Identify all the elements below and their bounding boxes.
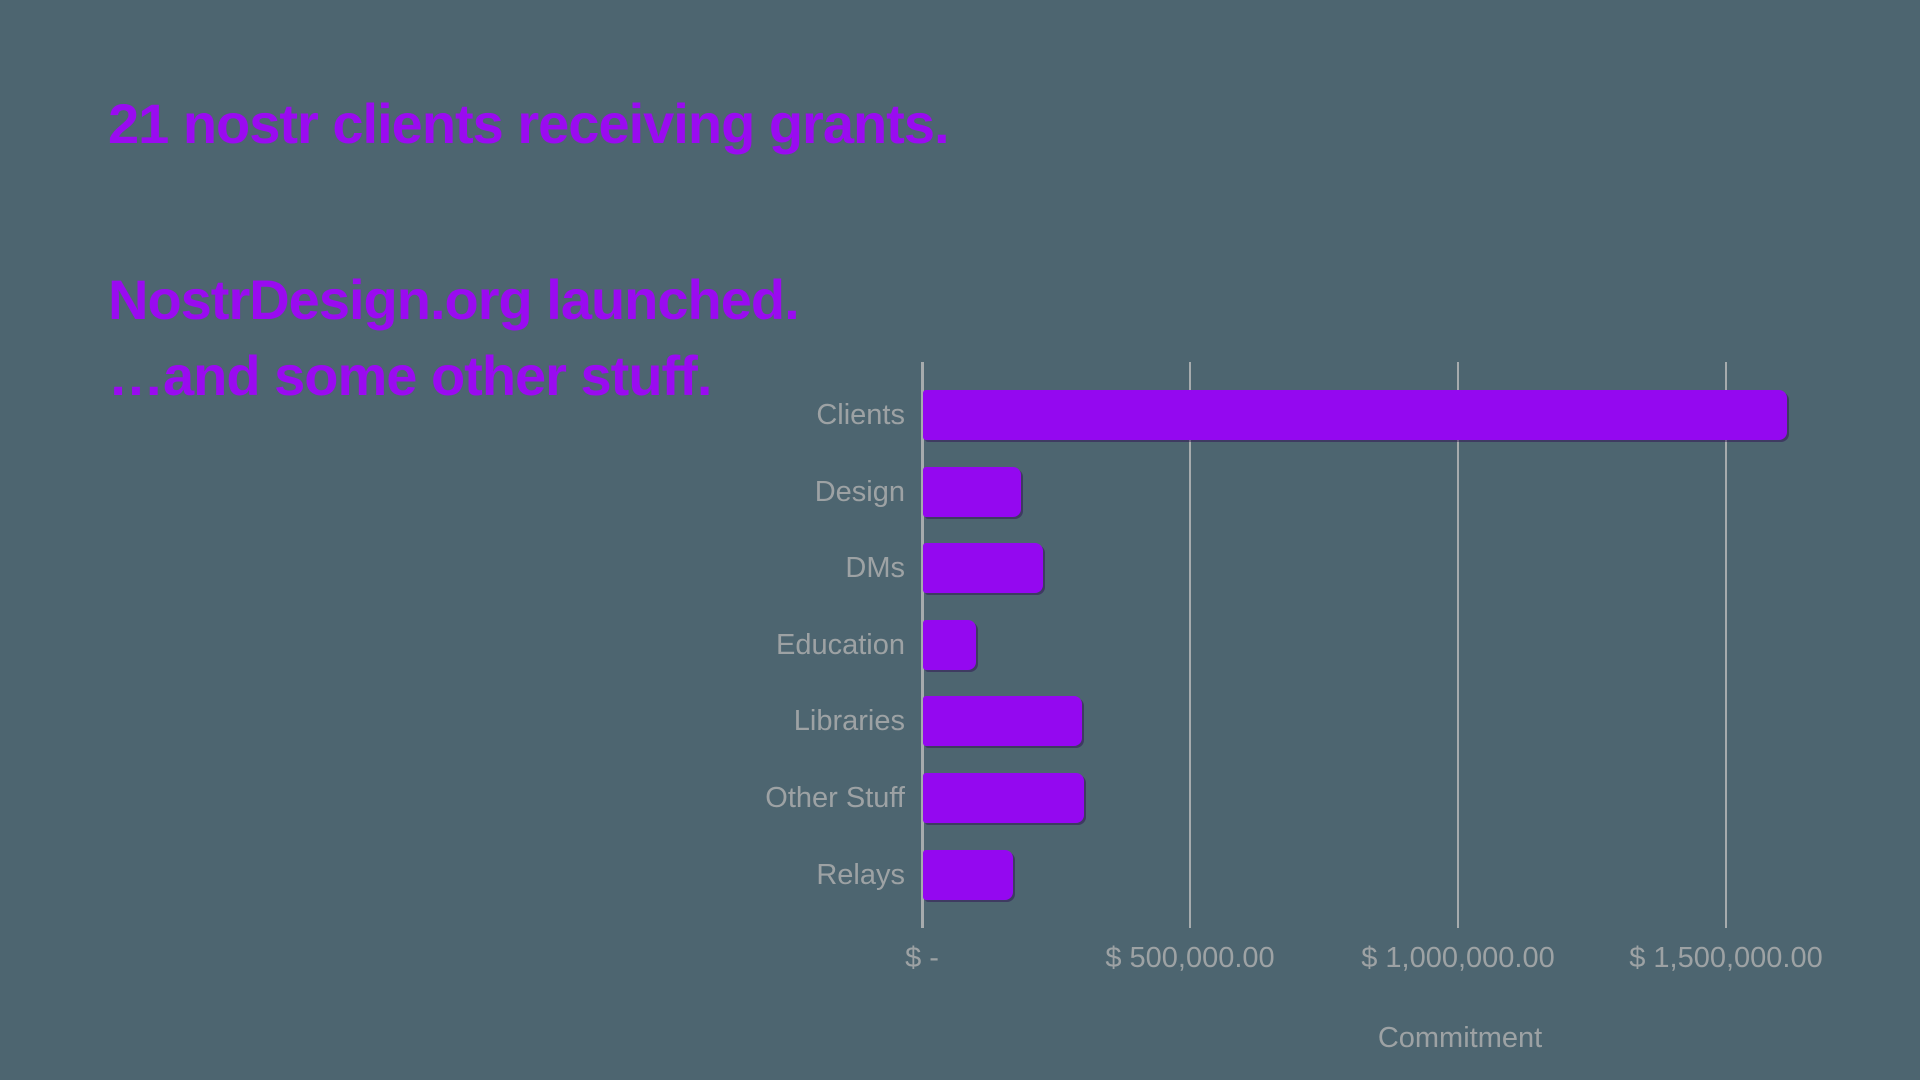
headline-nostrdesign: NostrDesign.org launched. — [108, 268, 800, 331]
headline-grants: 21 nostr clients receiving grants. — [108, 92, 950, 155]
gridline-500000 — [1189, 362, 1191, 928]
category-label-design: Design — [814, 475, 905, 508]
headline-other-stuff: …and some other stuff. — [108, 344, 712, 407]
x-tick-label-0: $ - — [905, 942, 939, 974]
x-tick-label-1500000: $ 1,500,000.00 — [1629, 942, 1823, 974]
bar-dms — [923, 543, 1044, 594]
gridline-1000000 — [1457, 362, 1459, 928]
category-label-libraries: Libraries — [793, 705, 905, 738]
bar-relays — [923, 849, 1014, 900]
x-axis-title: Commitment — [1377, 1022, 1543, 1054]
bar-clients — [923, 390, 1788, 440]
category-label-dms: DMs — [845, 552, 905, 585]
bar-education — [923, 619, 977, 670]
x-tick-label-500000: $ 500,000.00 — [1105, 942, 1275, 974]
bar-libraries — [923, 696, 1083, 747]
category-label-clients: Clients — [816, 399, 905, 431]
category-label-relays: Relays — [816, 858, 905, 891]
category-label-other-stuff: Other Stuff — [765, 782, 905, 814]
category-label-education: Education — [776, 628, 905, 661]
y-axis-line — [920, 362, 924, 928]
bar-other-stuff — [923, 773, 1084, 823]
bar-design — [923, 466, 1022, 517]
x-tick-label-1000000: $ 1,000,000.00 — [1361, 942, 1555, 974]
gridline-1500000 — [1725, 362, 1727, 928]
